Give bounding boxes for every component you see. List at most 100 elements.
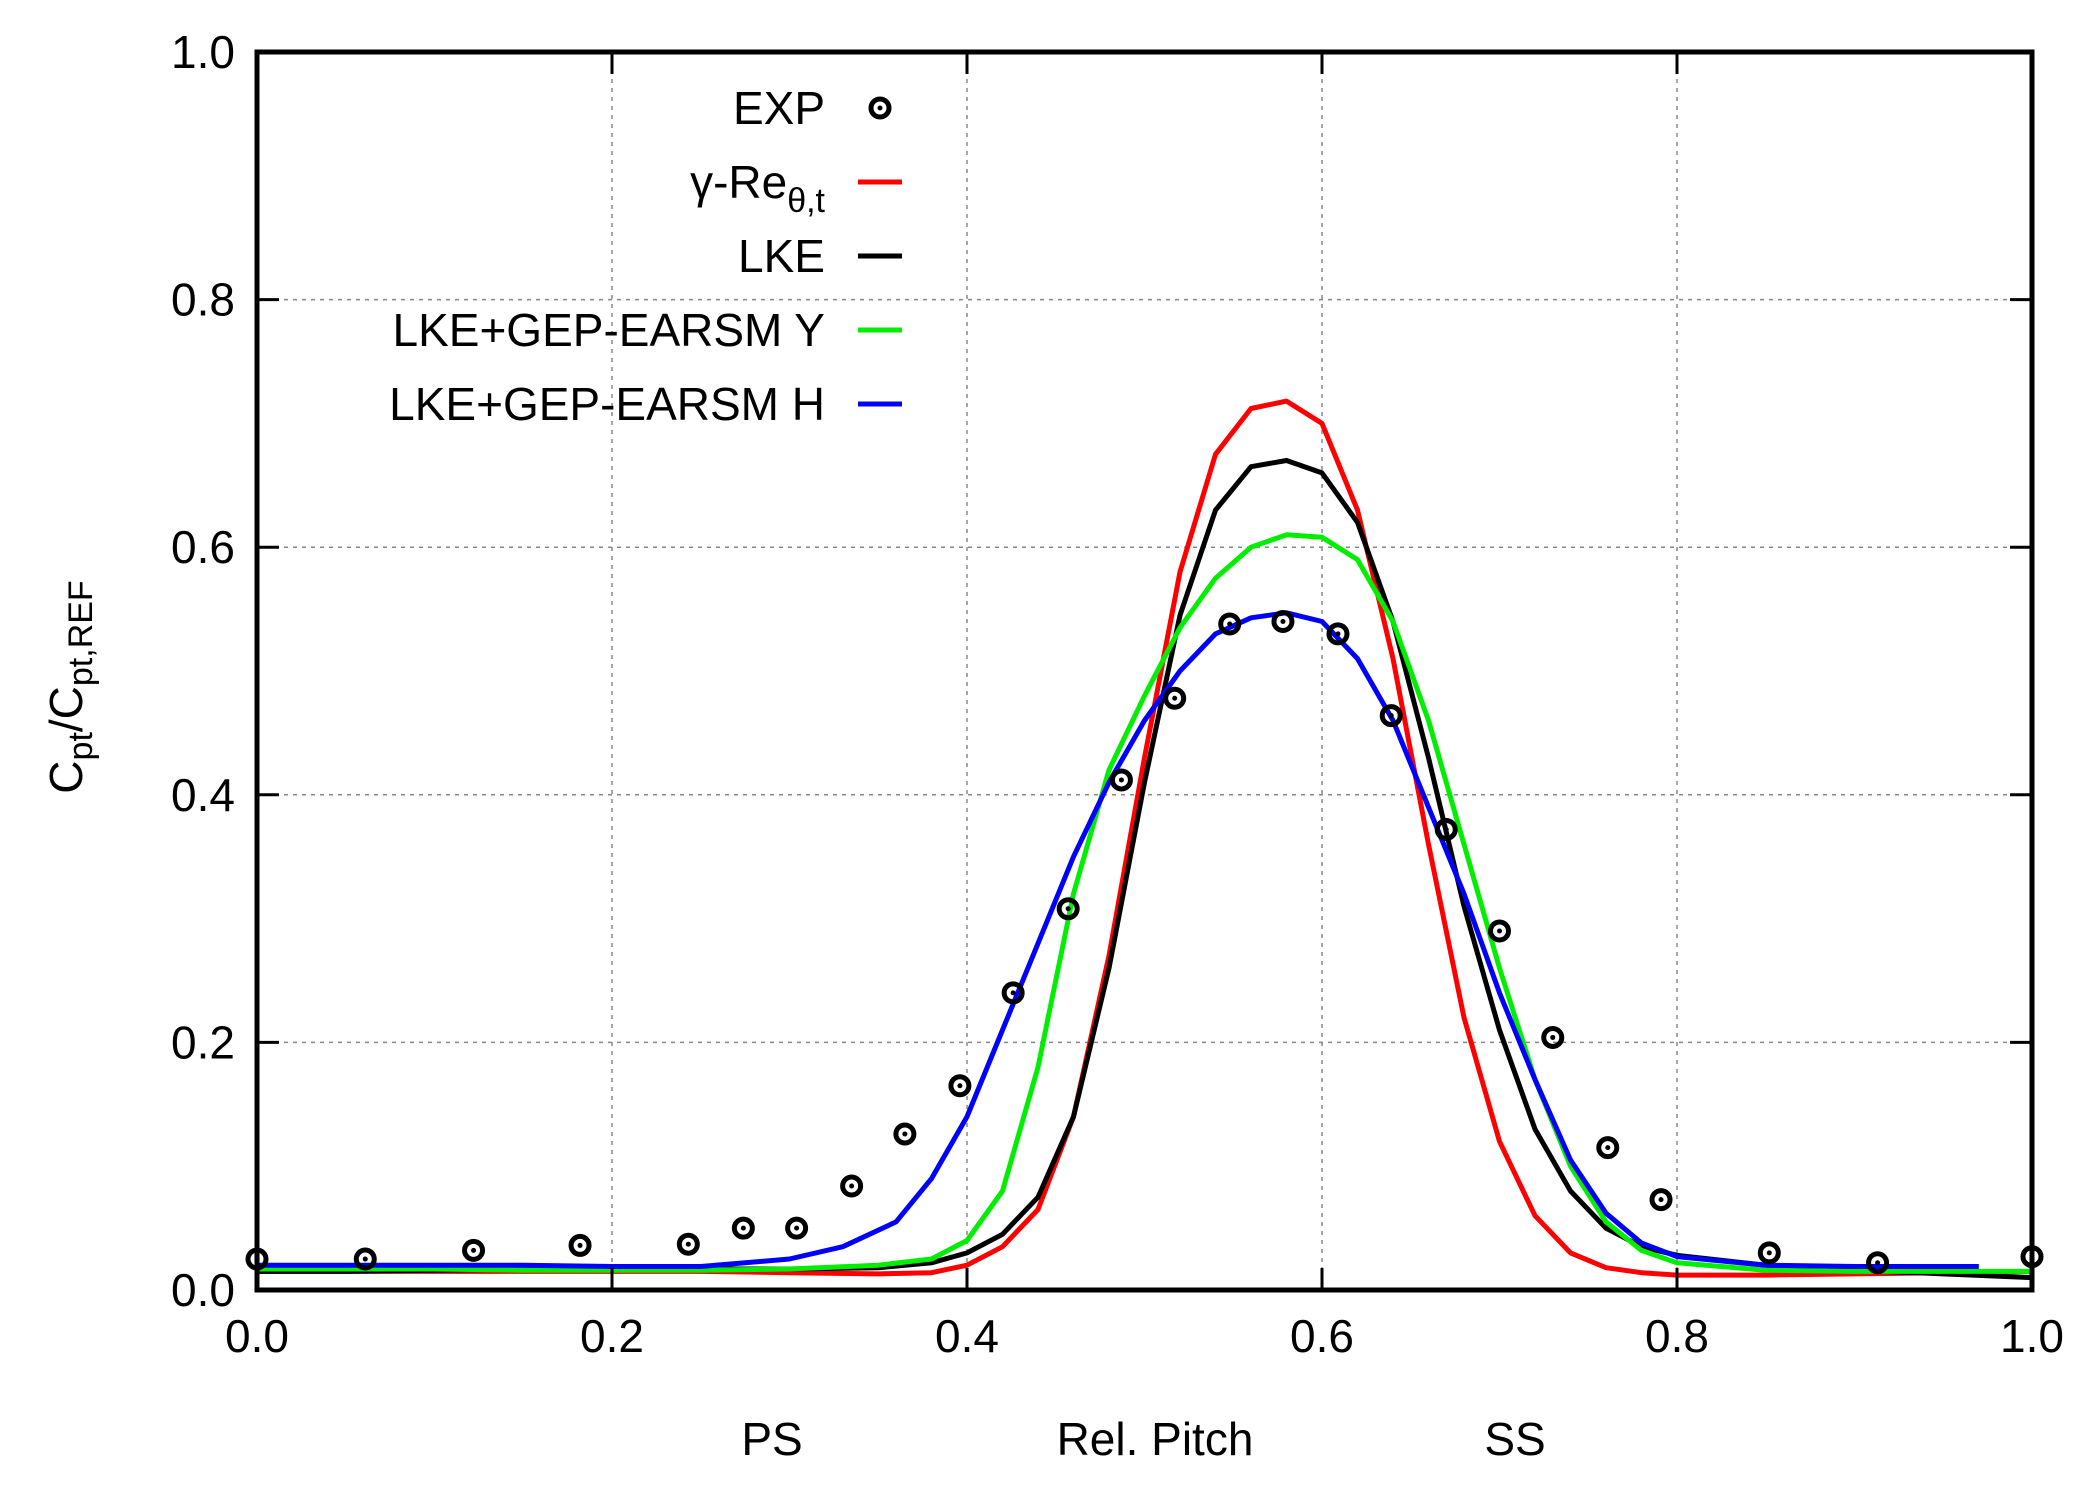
- exp-point: [1001, 981, 1025, 1005]
- exp-point-ring: [1326, 622, 1350, 646]
- x-axis-label-ps: PS: [741, 1413, 802, 1465]
- exp-point-center: [794, 1225, 800, 1231]
- exp-point-center: [1388, 713, 1394, 719]
- exp-point: [1757, 1241, 1781, 1265]
- legend-entry: γ-Reθ,t: [690, 156, 902, 220]
- y-axis-label-sub2: pt,REF: [62, 580, 100, 686]
- exp-point-ring: [1866, 1251, 1890, 1275]
- exp-point-ring: [568, 1233, 592, 1257]
- exp-point: [1649, 1188, 1673, 1212]
- ticks: 0.0 0.2 0.4 0.6 0.8 1.0 0.0 0.2 0.4 0.6 0.8 1.0: [171, 26, 2064, 1362]
- exp-point-ring: [353, 1247, 377, 1271]
- exp-point-ring: [1488, 919, 1511, 943]
- exp-point: [1326, 622, 1350, 646]
- exp-point: [731, 1216, 755, 1240]
- exp-point-center: [471, 1247, 477, 1253]
- y-axis-label: Cpt/Cpt,REF: [40, 580, 100, 793]
- exp-point-ring: [1109, 768, 1133, 792]
- exp-point: [948, 1074, 972, 1098]
- x-axis-label-ss: SS: [1484, 1413, 1545, 1465]
- grid: [257, 52, 2032, 1290]
- series-line-lke-gep-earsm-y: [257, 532, 2032, 1274]
- legend-label: LKE+GEP-EARSM Y: [393, 304, 826, 356]
- exp-point-center: [1065, 906, 1071, 912]
- exp-point: [1109, 768, 1133, 792]
- series-layer: [245, 398, 2044, 1281]
- legend-label: LKE+GEP-EARSM H: [389, 378, 825, 430]
- exp-point-center: [1658, 1197, 1664, 1203]
- exp-point-ring: [1596, 1136, 1620, 1160]
- legend-label: LKE: [738, 230, 825, 282]
- exp-point-ring: [840, 1174, 864, 1198]
- y-tick-label: 0.4: [171, 769, 235, 821]
- exp-point-ring: [1271, 609, 1295, 633]
- x-tick-label: 1.0: [2000, 1310, 2064, 1362]
- exp-point-center: [902, 1131, 908, 1137]
- exp-point: [1163, 686, 1187, 710]
- exp-point: [1866, 1251, 1890, 1275]
- exp-point-center: [1605, 1145, 1611, 1151]
- exp-point-center: [1118, 777, 1124, 783]
- exp-point-center: [740, 1225, 746, 1231]
- legend-entry: LKE+GEP-EARSM H: [389, 378, 902, 430]
- exp-point-center: [1497, 928, 1502, 934]
- exp-point: [1488, 919, 1511, 943]
- exp-point-ring: [893, 1122, 917, 1146]
- y-axis-label-main: C: [40, 760, 92, 793]
- x-tick-label: 0.2: [580, 1310, 644, 1362]
- x-tick-label: 0.0: [225, 1310, 289, 1362]
- exp-point: [1056, 897, 1080, 921]
- series-line-lke-gep-earsm-h: [257, 610, 1979, 1269]
- x-tick-label: 0.8: [1645, 1310, 1709, 1362]
- legend-entry: EXP: [733, 82, 892, 134]
- exp-point-ring: [785, 1216, 809, 1240]
- exp-point: [840, 1174, 864, 1198]
- exp-point: [1434, 817, 1458, 841]
- exp-point-ring: [1163, 686, 1187, 710]
- x-tick-label: 0.4: [935, 1310, 999, 1362]
- y-tick-label: 0.8: [171, 274, 235, 326]
- exp-point-center: [1443, 826, 1449, 832]
- exp-point-ring: [1379, 704, 1403, 728]
- exp-point-ring: [1541, 1025, 1565, 1049]
- exp-point: [1541, 1025, 1565, 1049]
- exp-point-center: [1010, 990, 1016, 996]
- exp-point-ring: [1056, 897, 1080, 921]
- y-tick-label: 0.6: [171, 521, 235, 573]
- exp-point: [1596, 1136, 1620, 1160]
- x-tick-label: 0.6: [1290, 1310, 1354, 1362]
- legend-label-main: γ-Re: [690, 156, 787, 208]
- y-tick-label: 0.0: [171, 1264, 235, 1316]
- exp-point-center: [577, 1242, 583, 1248]
- exp-point-ring: [676, 1232, 700, 1256]
- exp-point-center: [1550, 1034, 1556, 1040]
- y-axis-label-sub1: pt: [62, 732, 100, 761]
- exp-point-center: [1280, 618, 1286, 624]
- exp-point-center: [957, 1083, 963, 1089]
- legend-marker-center: [877, 105, 883, 111]
- exp-point: [1379, 704, 1403, 728]
- exp-point: [568, 1233, 592, 1257]
- exp-point: [785, 1216, 809, 1240]
- exp-point: [462, 1238, 486, 1262]
- y-tick-label: 0.2: [171, 1016, 235, 1068]
- legend-marker-ring: [868, 96, 892, 120]
- exp-point-center: [685, 1241, 691, 1247]
- exp-point: [1271, 609, 1295, 633]
- exp-point-ring: [462, 1238, 486, 1262]
- exp-point-center: [1172, 695, 1178, 701]
- exp-point-center: [1335, 631, 1341, 637]
- y-tick-label: 1.0: [171, 26, 235, 78]
- exp-point: [676, 1232, 700, 1256]
- exp-point: [1218, 612, 1242, 636]
- exp-point-ring: [948, 1074, 972, 1098]
- legend-entry: LKE+GEP-EARSM Y: [393, 304, 902, 356]
- exp-point-center: [1766, 1250, 1772, 1256]
- x-axis-label: Rel. Pitch: [1057, 1413, 1254, 1465]
- exp-point-center: [1875, 1260, 1881, 1266]
- exp-point-center: [849, 1183, 855, 1189]
- exp-point-ring: [1757, 1241, 1781, 1265]
- legend-entry: LKE: [738, 230, 902, 282]
